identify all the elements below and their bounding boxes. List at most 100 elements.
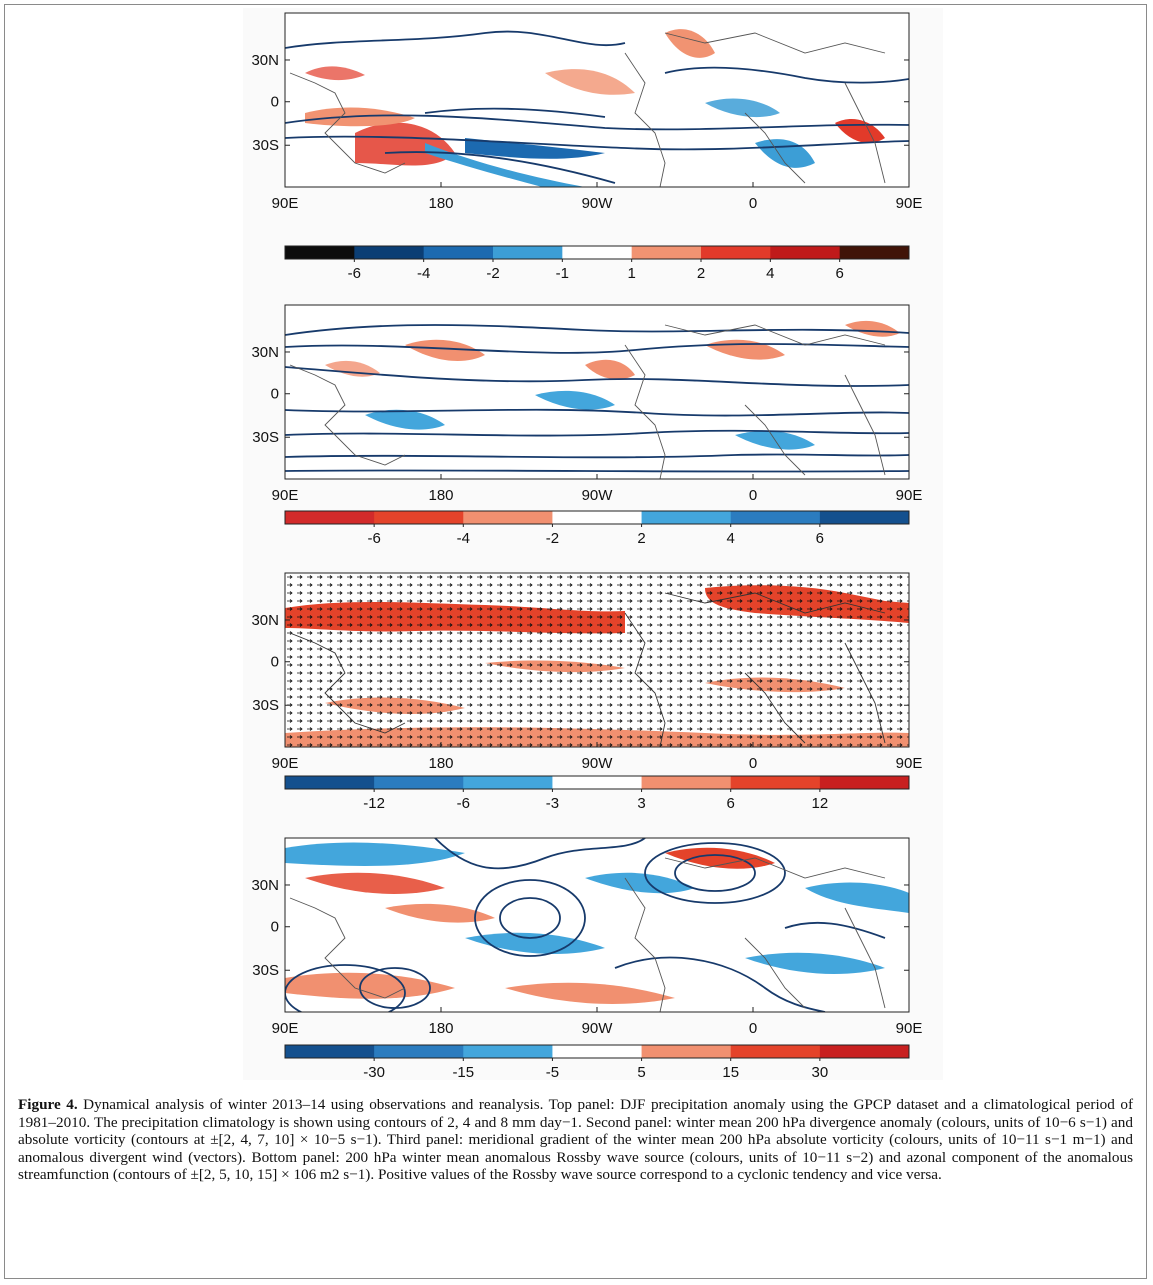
- lon-label: 180: [428, 755, 453, 772]
- lat-label: 0: [271, 654, 279, 671]
- lon-label: 90E: [272, 755, 299, 772]
- colorbar-label: 6: [727, 795, 735, 812]
- colorbar-label: -5: [546, 1064, 559, 1081]
- figure-caption: Figure 4. Dynamical analysis of winter 2…: [18, 1096, 1133, 1184]
- colorbar-label: 30: [812, 1064, 829, 1081]
- colorbar-border: [284, 775, 910, 790]
- colorbar-segment: [374, 1045, 464, 1058]
- lat-label: 0: [271, 94, 279, 111]
- colorbar-segment: [701, 246, 771, 259]
- lon-label: 0: [749, 195, 757, 212]
- lat-label: 30S: [252, 429, 279, 446]
- caption-text: Dynamical analysis of winter 2013–14 usi…: [18, 1096, 1134, 1183]
- lon-label: 90E: [272, 487, 299, 504]
- precip-climatology-contours: [285, 30, 909, 184]
- colorbar-segment: [819, 776, 910, 789]
- lon-label: 90W: [582, 1020, 614, 1037]
- coastlines: [289, 32, 886, 187]
- lon-label: 90W: [582, 755, 614, 772]
- lon-label: 90E: [272, 195, 299, 212]
- lon-label: 90E: [896, 1020, 923, 1037]
- lon-label: 180: [428, 487, 453, 504]
- colorbar-vorticity-gradient: -12 -6 -3 3 6 12: [284, 775, 910, 812]
- colorbar-segment: [641, 776, 732, 789]
- vorticity-contours: [285, 324, 909, 473]
- colorbar-segment: [641, 511, 732, 524]
- colorbar-label: -15: [452, 1064, 474, 1081]
- lat-label: 0: [271, 919, 279, 936]
- lat-label: 30N: [251, 877, 279, 894]
- lat-label: 0: [271, 386, 279, 403]
- colorbar-label: -4: [417, 265, 430, 282]
- colorbar-segment: [641, 1045, 732, 1058]
- figure-4-maps: 30N 0 30S 90E 180 90W 0 90E -6 -4 -2 -1 1 2 4 6 30N 0 30S 9…: [251, 12, 922, 1081]
- lat-label: 30S: [252, 697, 279, 714]
- colorbar-segment: [493, 246, 563, 259]
- colorbar-label: -1: [556, 265, 569, 282]
- panel-divergence: [284, 304, 910, 480]
- lon-label: 90W: [582, 487, 614, 504]
- colorbar-segment: [423, 246, 494, 259]
- lon-label: 180: [428, 195, 453, 212]
- colorbar-border: [284, 1044, 910, 1059]
- colorbar-segment: [730, 1045, 821, 1058]
- lon-label: 0: [749, 487, 757, 504]
- colorbar-segment: [285, 776, 375, 789]
- lat-label: 30N: [251, 612, 279, 629]
- colorbar-segment: [374, 776, 464, 789]
- colorbar-segment: [285, 511, 375, 524]
- colorbar-segment: [819, 511, 910, 524]
- colorbar-label: -30: [363, 1064, 385, 1081]
- lat-label: 30N: [251, 52, 279, 69]
- coastlines: [289, 857, 886, 1012]
- colorbar-segment: [354, 246, 425, 259]
- lon-label: 90E: [272, 1020, 299, 1037]
- colorbar-segment: [819, 1045, 910, 1058]
- divergent-wind-vectors: [285, 573, 909, 747]
- colorbar-segment: [463, 1045, 553, 1058]
- colorbar-segment: [552, 1045, 643, 1058]
- colorbar-precip: -6 -4 -2 -1 1 2 4 6: [284, 245, 910, 282]
- colorbar-border: [284, 510, 910, 525]
- colorbar-label: -6: [348, 265, 361, 282]
- colorbar-label: -2: [546, 530, 559, 547]
- colorbar-label: -3: [546, 795, 559, 812]
- panel-precipitation: [284, 12, 910, 188]
- colorbar-segment: [839, 246, 910, 259]
- colorbar-label: 6: [816, 530, 824, 547]
- colorbar-label: -2: [486, 265, 499, 282]
- colorbar-label: -12: [363, 795, 385, 812]
- axes-precip: 30N 0 30S 90E 180 90W 0 90E: [251, 52, 922, 212]
- panel-rossby-source: [284, 837, 910, 1013]
- colorbar-segment: [285, 1045, 375, 1058]
- colorbar-segment: [730, 776, 821, 789]
- lat-label: 30N: [251, 344, 279, 361]
- colorbar-label: 4: [766, 265, 774, 282]
- axes-divergence: 30N 0 30S 90E 180 90W 0 90E: [251, 344, 922, 504]
- coastlines: [289, 592, 886, 747]
- colorbar-segment: [285, 246, 355, 259]
- lon-label: 90E: [896, 195, 923, 212]
- colorbar-rossby-source: -30 -15 -5 5 15 30: [284, 1044, 910, 1081]
- colorbar-segment: [374, 511, 464, 524]
- colorbar-label: -6: [367, 530, 380, 547]
- axes-vorticity-gradient: 30N 0 30S 90E 180 90W 0 90E: [251, 612, 922, 772]
- colorbar-label: 12: [812, 795, 829, 812]
- axes-rossby-source: 30N 0 30S 90E 180 90W 0 90E: [251, 877, 922, 1037]
- lon-label: 0: [749, 755, 757, 772]
- colorbar-label: 2: [697, 265, 705, 282]
- colorbar-segment: [552, 776, 643, 789]
- colorbar-border: [284, 245, 910, 260]
- colorbar-segment: [463, 511, 553, 524]
- colorbar-segment: [552, 511, 643, 524]
- lat-label: 30S: [252, 962, 279, 979]
- coastlines: [289, 324, 886, 479]
- colorbar-label: 6: [835, 265, 843, 282]
- colorbar-segment: [631, 246, 702, 259]
- colorbar-segment: [770, 246, 841, 259]
- colorbar-segment: [463, 776, 553, 789]
- colorbar-label: -6: [457, 795, 470, 812]
- lon-label: 90E: [896, 755, 923, 772]
- lon-label: 90W: [582, 195, 614, 212]
- colorbar-label: 3: [637, 795, 645, 812]
